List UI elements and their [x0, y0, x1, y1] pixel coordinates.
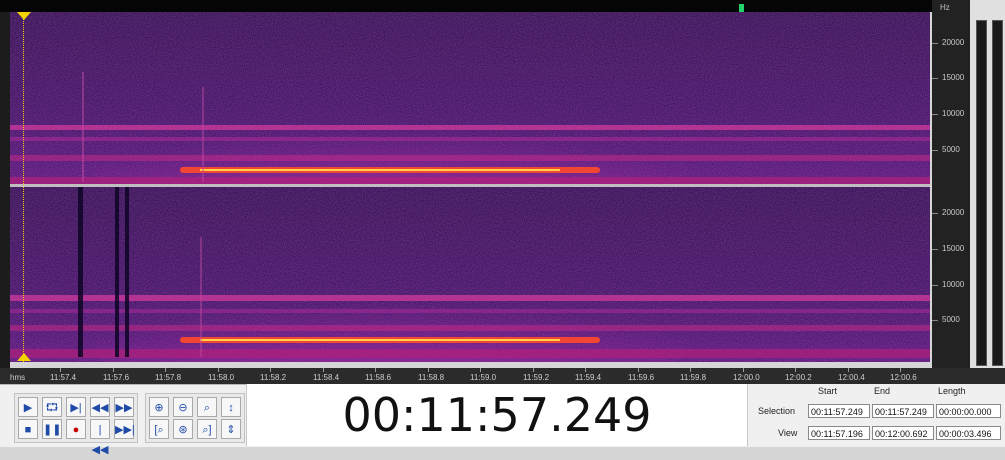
- zoom-out-icon[interactable]: ⊖: [173, 397, 193, 417]
- overview-bar[interactable]: [0, 0, 932, 12]
- skip-to-end-icon[interactable]: ▶▶|: [114, 419, 135, 439]
- selection-label: Selection: [758, 406, 796, 416]
- ruler-tick: 12:00.4: [838, 368, 865, 382]
- play-icon[interactable]: ▶: [18, 397, 38, 417]
- header-length: Length: [938, 386, 966, 396]
- hz-tick: 5000: [932, 315, 960, 324]
- cursor-bottom-marker[interactable]: [17, 353, 31, 361]
- skip-to-start-icon[interactable]: |◀◀: [90, 419, 110, 456]
- view-label: View: [778, 428, 798, 438]
- frequency-axis: Hz 20000 15000 10000 5000 20000 15000 10…: [931, 0, 970, 368]
- spectrogram-channel-2[interactable]: [10, 187, 930, 362]
- level-meter-panel: [970, 0, 1005, 368]
- zoom-vertical-icon[interactable]: ↕: [221, 397, 241, 417]
- ruler-tick: 11:59.2: [523, 368, 550, 382]
- selection-start-field[interactable]: 00:11:57.249: [808, 404, 870, 418]
- view-length-field[interactable]: 00:00:03.496: [936, 426, 1001, 440]
- hz-tick: 20000: [931, 208, 965, 217]
- ruler-tick: 11:57.6: [103, 368, 130, 382]
- frequency-unit: Hz: [940, 3, 950, 12]
- selection-end-field[interactable]: 00:11:57.249: [872, 404, 934, 418]
- view-start-field[interactable]: 00:11:57.196: [808, 426, 870, 440]
- selection-length-field[interactable]: 00:00:00.000: [936, 404, 1001, 418]
- zoom-right-icon[interactable]: ⌕]: [197, 419, 217, 439]
- time-ruler[interactable]: hms 11:57.4 11:57.6 11:57.8 11:58.0 11:5…: [0, 368, 1005, 384]
- zoom-left-icon[interactable]: [⌕: [149, 419, 169, 439]
- fast-forward-icon[interactable]: ▶▶: [114, 397, 134, 417]
- rewind-icon[interactable]: ◀◀: [90, 397, 110, 417]
- selection-view-panel: Start End Length Selection 00:11:57.249 …: [748, 384, 1005, 446]
- ruler-tick: 11:57.8: [155, 368, 182, 382]
- channel-divider[interactable]: [10, 184, 930, 187]
- ruler-tick: 12:00.6: [890, 368, 917, 382]
- playback-cursor[interactable]: [23, 12, 24, 362]
- ruler-tick: 11:59.0: [470, 368, 497, 382]
- pause-icon[interactable]: ❚❚: [42, 419, 62, 439]
- stop-icon[interactable]: ■: [18, 419, 38, 439]
- zoom-group: ⊕ ⊖ ⌕ ↕ [⌕ ⊛ ⌕] ⇕: [145, 393, 245, 443]
- hz-tick: 15000: [931, 244, 965, 253]
- ruler-unit: hms: [10, 373, 26, 382]
- transport-group: ▶ ⮔ ▶| ◀◀ ▶▶ ■ ❚❚ ● |◀◀ ▶▶|: [14, 393, 138, 456]
- level-meter-right: [992, 20, 1003, 366]
- ruler-tick: 11:59.8: [680, 368, 707, 382]
- zoom-selection-icon[interactable]: ⌕: [197, 397, 217, 417]
- ruler-tick: 11:59.4: [575, 368, 602, 382]
- ruler-tick: 11:58.2: [260, 368, 287, 382]
- ruler-tick: 11:58.6: [365, 368, 392, 382]
- header-start: Start: [818, 386, 838, 396]
- level-meter-left: [976, 20, 987, 366]
- left-margin: [0, 12, 10, 368]
- ruler-tick: 11:58.0: [208, 368, 235, 382]
- view-end-field[interactable]: 00:12:00.692: [872, 426, 934, 440]
- header-end: End: [874, 386, 891, 396]
- ruler-tick: 12:00.2: [785, 368, 812, 382]
- hz-tick: 15000: [931, 73, 965, 82]
- cursor-top-marker[interactable]: [17, 12, 31, 20]
- zoom-in-icon[interactable]: ⊕: [149, 397, 169, 417]
- overview-position-marker[interactable]: [739, 4, 744, 12]
- hz-tick: 5000: [932, 145, 960, 154]
- zoom-vertical-out-icon[interactable]: ⇕: [221, 419, 241, 439]
- ruler-tick: 11:59.6: [628, 368, 655, 382]
- ruler-tick: 11:58.8: [418, 368, 445, 382]
- ruler-tick: 11:57.4: [50, 368, 77, 382]
- ruler-tick: 11:58.4: [313, 368, 340, 382]
- ruler-tick: 12:00.0: [733, 368, 760, 382]
- play-to-end-icon[interactable]: ▶|: [66, 397, 86, 417]
- record-icon[interactable]: ●: [66, 419, 86, 439]
- hz-tick: 10000: [931, 280, 965, 289]
- spectrogram-channel-1[interactable]: [10, 12, 930, 184]
- loop-play-icon[interactable]: ⮔: [42, 397, 62, 417]
- hz-tick: 10000: [931, 109, 965, 118]
- zoom-full-icon[interactable]: ⊛: [173, 419, 193, 439]
- hz-tick: 20000: [931, 38, 965, 47]
- time-display: 00:11:57.249: [246, 384, 748, 446]
